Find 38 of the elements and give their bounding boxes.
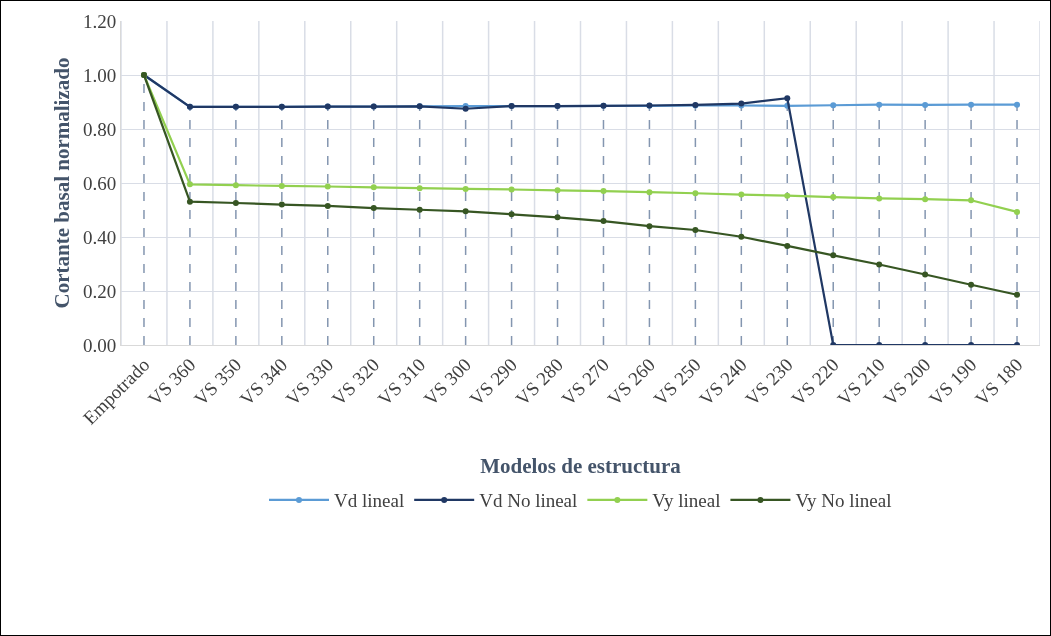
point — [922, 196, 929, 203]
point — [830, 252, 837, 259]
point — [968, 197, 975, 204]
point — [232, 182, 239, 189]
point — [324, 202, 331, 209]
y-tick-label: 0.20 — [82, 280, 117, 302]
point — [324, 183, 331, 190]
point — [922, 101, 929, 108]
point — [232, 199, 239, 206]
point — [876, 195, 883, 202]
point — [830, 194, 837, 201]
legend-label: Vd lineal — [334, 490, 405, 512]
y-tick-label: 0.60 — [82, 172, 117, 194]
x-axis-title: Modelos de estructura — [480, 453, 682, 478]
point — [370, 184, 377, 191]
y-tick-label: 0.80 — [82, 118, 117, 140]
point — [922, 271, 929, 278]
y-axis-title: Cortante basal normalizado — [50, 57, 74, 309]
y-tick-label: 1.20 — [82, 10, 117, 32]
point — [876, 261, 883, 268]
point — [968, 101, 975, 108]
legend-label: Vd No lineal — [479, 490, 578, 512]
point — [1014, 208, 1021, 215]
point — [830, 102, 837, 109]
y-tick-label: 0.40 — [82, 226, 117, 248]
point — [876, 101, 883, 108]
point — [1014, 291, 1021, 298]
y-tick-label: 1.00 — [82, 64, 117, 86]
y-tick-label: 0.00 — [82, 334, 117, 356]
point — [1014, 101, 1021, 108]
point — [370, 205, 377, 212]
point — [186, 181, 193, 188]
point — [278, 201, 285, 208]
point — [278, 182, 285, 189]
point — [186, 198, 193, 205]
point — [968, 281, 975, 288]
legend-label: Vy lineal — [652, 490, 721, 512]
legend-label: Vy No lineal — [795, 490, 892, 512]
